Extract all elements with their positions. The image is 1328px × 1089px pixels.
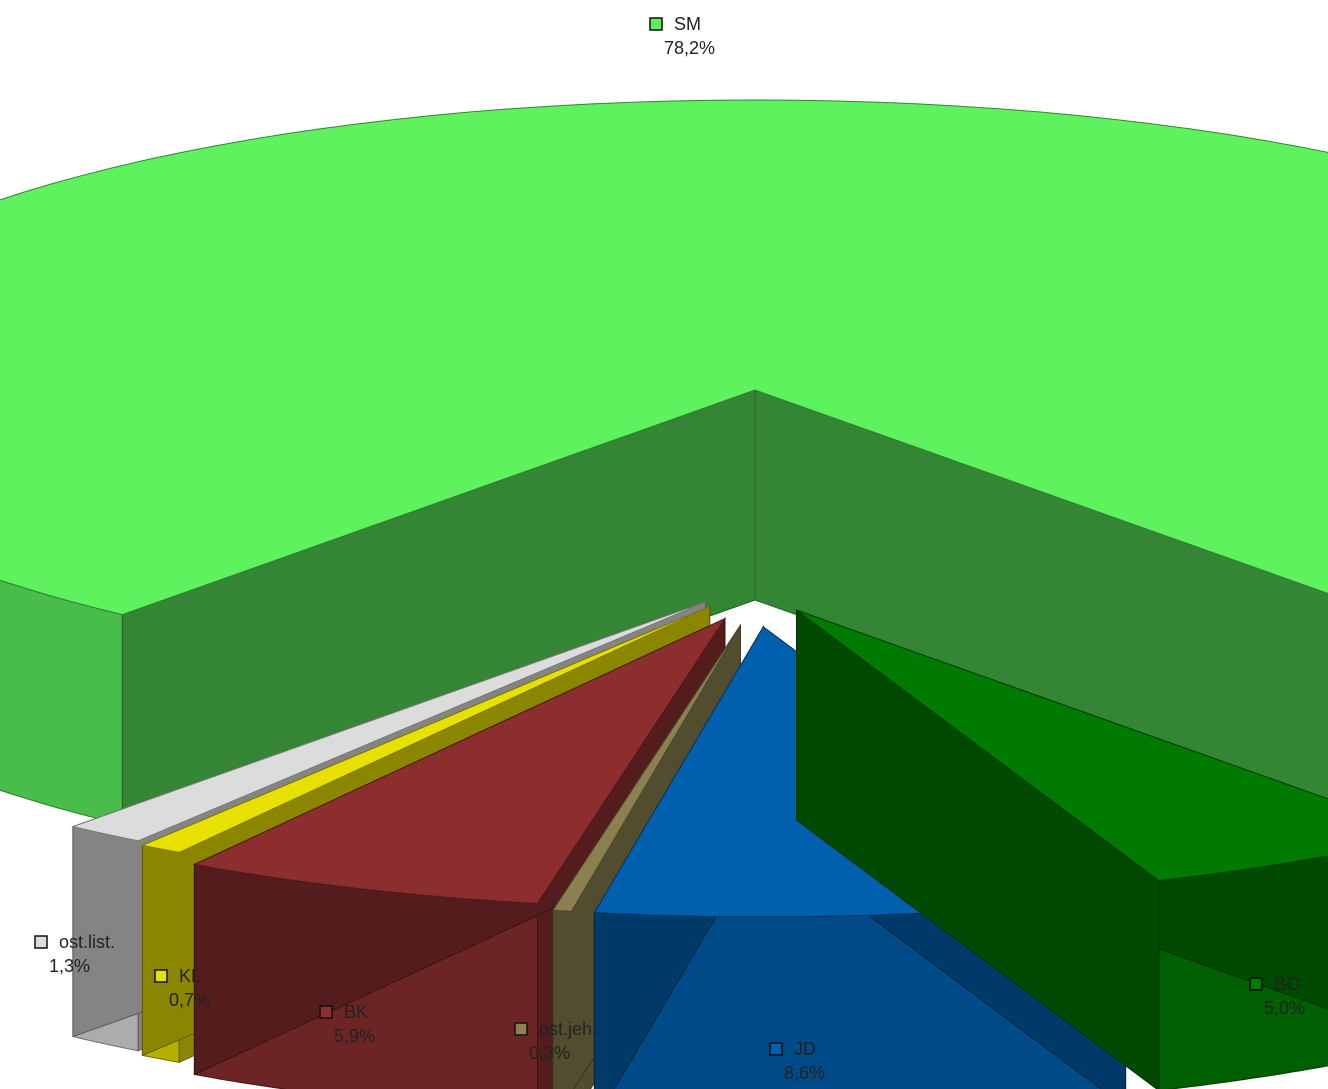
legend-swatch <box>154 969 168 983</box>
label-value: 5,0% <box>1264 998 1305 1018</box>
label-value: 0,3% <box>529 1043 570 1063</box>
slice-top <box>192 617 727 905</box>
label-ostjeh: ost.jeh. 0,3% <box>514 1019 597 1063</box>
label-value: 5,9% <box>334 1026 375 1046</box>
slice-top <box>796 609 1328 882</box>
slice-sm <box>0 99 1328 826</box>
label-bo: BO 5,0% <box>1249 974 1305 1018</box>
label-value: 0,7% <box>169 990 210 1010</box>
label-value: 78,2% <box>664 38 715 58</box>
pie-labels: SM 78,2% BO 5,0% JD 8,6% ost.jeh. 0,3% BK 5,9% KL 0… <box>34 14 1305 1083</box>
label-name: JD <box>794 1039 816 1059</box>
slice-top <box>71 601 706 842</box>
label-name: ost.list. <box>59 932 115 952</box>
label-name: KL <box>179 966 201 986</box>
slice-top <box>551 625 741 912</box>
legend-swatch <box>34 935 48 949</box>
label-value: 1,3% <box>49 956 90 976</box>
label-name: BK <box>344 1002 368 1022</box>
legend-swatch <box>649 17 663 31</box>
label-jd: JD 8,6% <box>769 1039 825 1083</box>
label-kl: KL 0,7% <box>154 966 210 1010</box>
slice-bo <box>796 609 1328 1089</box>
pie-slices <box>0 99 1328 1089</box>
slice-top <box>140 606 710 853</box>
slice-top <box>0 99 1328 616</box>
label-ostlist: ost.list. 1,3% <box>34 932 115 976</box>
label-value: 8,6% <box>784 1063 825 1083</box>
label-name: BO <box>1274 974 1300 994</box>
slice-side <box>0 579 123 826</box>
legend-swatch <box>1249 977 1263 991</box>
label-sm: SM 78,2% <box>649 14 715 58</box>
label-bk: BK 5,9% <box>319 1002 375 1046</box>
legend-swatch <box>514 1022 528 1036</box>
label-name: ost.jeh. <box>539 1019 597 1039</box>
label-name: SM <box>674 14 701 34</box>
legend-swatch <box>769 1042 783 1056</box>
legend-swatch <box>319 1005 333 1019</box>
